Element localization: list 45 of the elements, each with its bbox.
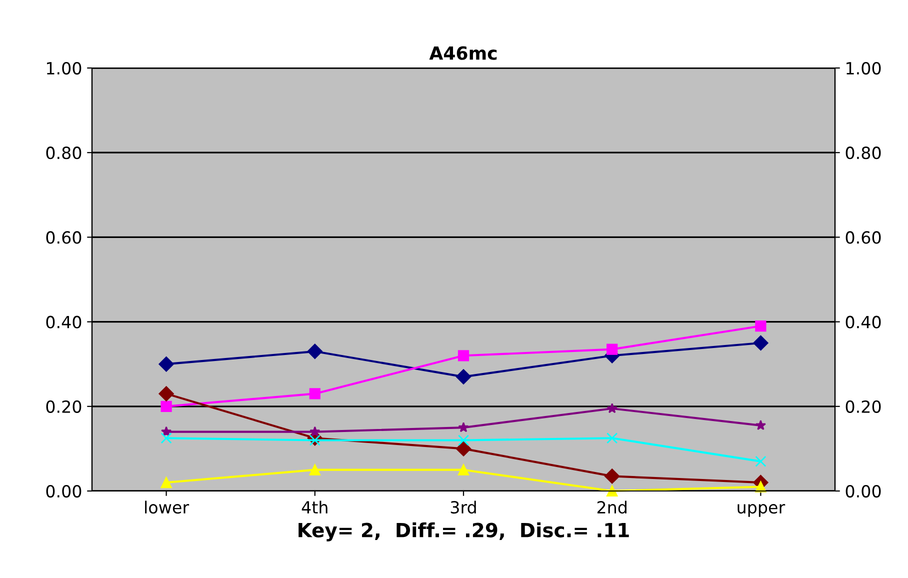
y-tick-label: 0.80 [46, 146, 82, 160]
x-tick-label: 3rd [450, 500, 476, 514]
point [755, 481, 766, 492]
point [307, 344, 322, 359]
y-tick-label: 0.60 [46, 231, 82, 244]
x-tick-label: lower [145, 500, 190, 514]
point [458, 434, 470, 446]
point [606, 402, 618, 414]
y-tick-label: 0.40 [46, 316, 82, 328]
point [458, 422, 469, 432]
y2-tick-label: 0.80 [846, 146, 881, 160]
point [606, 432, 618, 444]
point [456, 369, 472, 384]
point [458, 350, 470, 362]
point [456, 441, 472, 456]
point [458, 464, 470, 476]
point [755, 456, 766, 467]
y2-tick-label: 0.40 [846, 316, 881, 328]
point [160, 432, 172, 444]
point [158, 356, 174, 372]
y-tick-label: 1.00 [47, 62, 82, 75]
x-tick-label: 4th [302, 500, 328, 514]
point [160, 476, 172, 488]
point [606, 485, 618, 497]
x-tick-label: upper [738, 504, 786, 517]
point [604, 468, 620, 484]
point [160, 426, 172, 436]
y2-tick-label: 0.00 [846, 484, 881, 498]
point [606, 344, 618, 355]
point [310, 426, 320, 436]
point [755, 420, 766, 430]
point [309, 388, 320, 400]
point [160, 400, 172, 412]
point [309, 464, 320, 476]
chart-title: A46mc [429, 46, 497, 60]
y-tick-label: 0.20 [46, 400, 82, 413]
point [158, 386, 174, 402]
y2-tick-label: 0.60 [846, 231, 881, 244]
y-tick-label: 0.00 [46, 484, 82, 498]
y2-tick-label: 0.20 [846, 400, 881, 413]
point [755, 320, 766, 332]
y2-tick-label: 1.00 [846, 62, 881, 75]
x-tick-label: 2nd [597, 500, 626, 514]
point [753, 335, 768, 351]
x-axis-title: Key= 2, Diff.= .29, Disc.= .11 [298, 522, 629, 542]
